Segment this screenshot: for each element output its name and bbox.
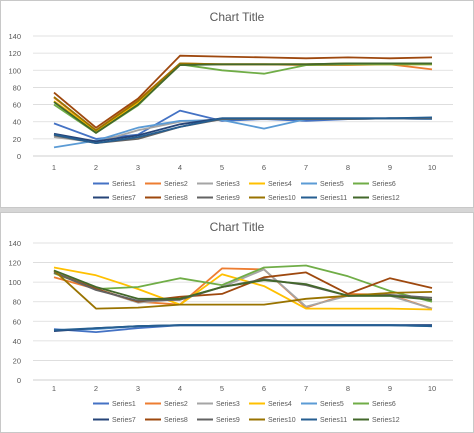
legend-label: Series1 (112, 401, 136, 408)
legend-label: Series3 (216, 181, 240, 188)
y-tick-label: 80 (13, 298, 21, 307)
x-tick-label: 1 (52, 163, 56, 172)
x-tick-label: 1 (52, 384, 56, 393)
legend-label: Series7 (112, 195, 136, 202)
legend-label: Series11 (320, 195, 347, 202)
x-tick-label: 5 (220, 163, 224, 172)
y-tick-label: 120 (8, 259, 21, 268)
x-tick-label: 6 (262, 163, 266, 172)
x-tick-label: 3 (136, 163, 140, 172)
legend-label: Series8 (164, 417, 188, 424)
y-tick-label: 80 (13, 83, 21, 92)
series-line-series6 (53, 264, 433, 303)
legend-label: Series5 (320, 401, 344, 408)
line-chart-1: Chart Title 0 20 40 60 80 100 120 140 1 2 3 4 5 6 7 8 9 10… (8, 10, 453, 202)
legend-label: Series2 (164, 401, 188, 408)
legend-label: Series12 (372, 417, 400, 424)
x-tick-label: 10 (428, 384, 436, 393)
legend-label: Series6 (372, 181, 396, 188)
legend-label: Series8 (164, 195, 188, 202)
y-tick-label: 140 (8, 32, 21, 41)
series-line-series8 (53, 54, 433, 129)
legend-label: Series12 (372, 195, 400, 202)
x-tick-label: 8 (346, 163, 350, 172)
series-line-series12 (53, 62, 432, 134)
chart-panel-1: Chart Title 0 20 40 60 80 100 120 140 1 2 3 4 5 6 7 8 9 10… (0, 0, 474, 208)
y-tick-label: 60 (13, 317, 21, 326)
y-tick-label: 40 (13, 118, 21, 127)
x-tick-label: 9 (388, 384, 392, 393)
y-tick-label: 20 (13, 356, 21, 365)
y-tick-label: 60 (13, 101, 21, 110)
y-tick-label: 140 (8, 239, 21, 248)
x-tick-label: 2 (94, 163, 98, 172)
x-tick-label: 3 (136, 384, 140, 393)
y-tick-label: 100 (8, 278, 21, 287)
legend-label: Series10 (268, 195, 296, 202)
x-tick-label: 9 (388, 163, 392, 172)
chart-title: Chart Title (210, 220, 265, 234)
y-tick-label: 0 (17, 152, 21, 161)
legend-label: Series4 (268, 401, 292, 408)
series-line-series4 (53, 266, 433, 311)
legend-label: Series4 (268, 181, 292, 188)
x-tick-label: 2 (94, 384, 98, 393)
x-tick-label: 7 (304, 384, 308, 393)
chart-title: Chart Title (210, 10, 265, 24)
y-tick-label: 40 (13, 337, 21, 346)
legend-label: Series3 (216, 401, 240, 408)
x-tick-label: 7 (304, 163, 308, 172)
x-tick-label: 8 (346, 384, 350, 393)
series-line-series11 (53, 324, 433, 331)
legend-label: Series9 (216, 417, 240, 424)
y-tick-label: 120 (8, 49, 21, 58)
legend-label: Series6 (372, 401, 396, 408)
y-tick-label: 0 (17, 376, 21, 385)
legend-label: Series2 (164, 181, 188, 188)
chart-panel-2: Chart Title 0 20 40 60 80 100 120 140 1 2 3 4 5 6 7 8 9 10… (0, 212, 474, 433)
legend-label: Series9 (216, 195, 240, 202)
series-line-series12 (53, 269, 433, 301)
legend-label: Series11 (320, 417, 347, 424)
x-tick-label: 5 (220, 384, 224, 393)
legend-label: Series10 (268, 417, 296, 424)
x-tick-label: 6 (262, 384, 266, 393)
legend-label: Series7 (112, 417, 136, 424)
series-line-series10 (53, 269, 433, 310)
x-tick-label: 4 (178, 163, 182, 172)
line-chart-2: Chart Title 0 20 40 60 80 100 120 140 1 2 3 4 5 6 7 8 9 10… (8, 220, 453, 424)
x-tick-label: 4 (178, 384, 182, 393)
legend-label: Series5 (320, 181, 344, 188)
y-tick-label: 20 (13, 135, 21, 144)
y-tick-label: 100 (8, 66, 21, 75)
x-tick-label: 10 (428, 163, 436, 172)
series-line-series11 (53, 116, 433, 145)
legend-label: Series1 (112, 181, 136, 188)
